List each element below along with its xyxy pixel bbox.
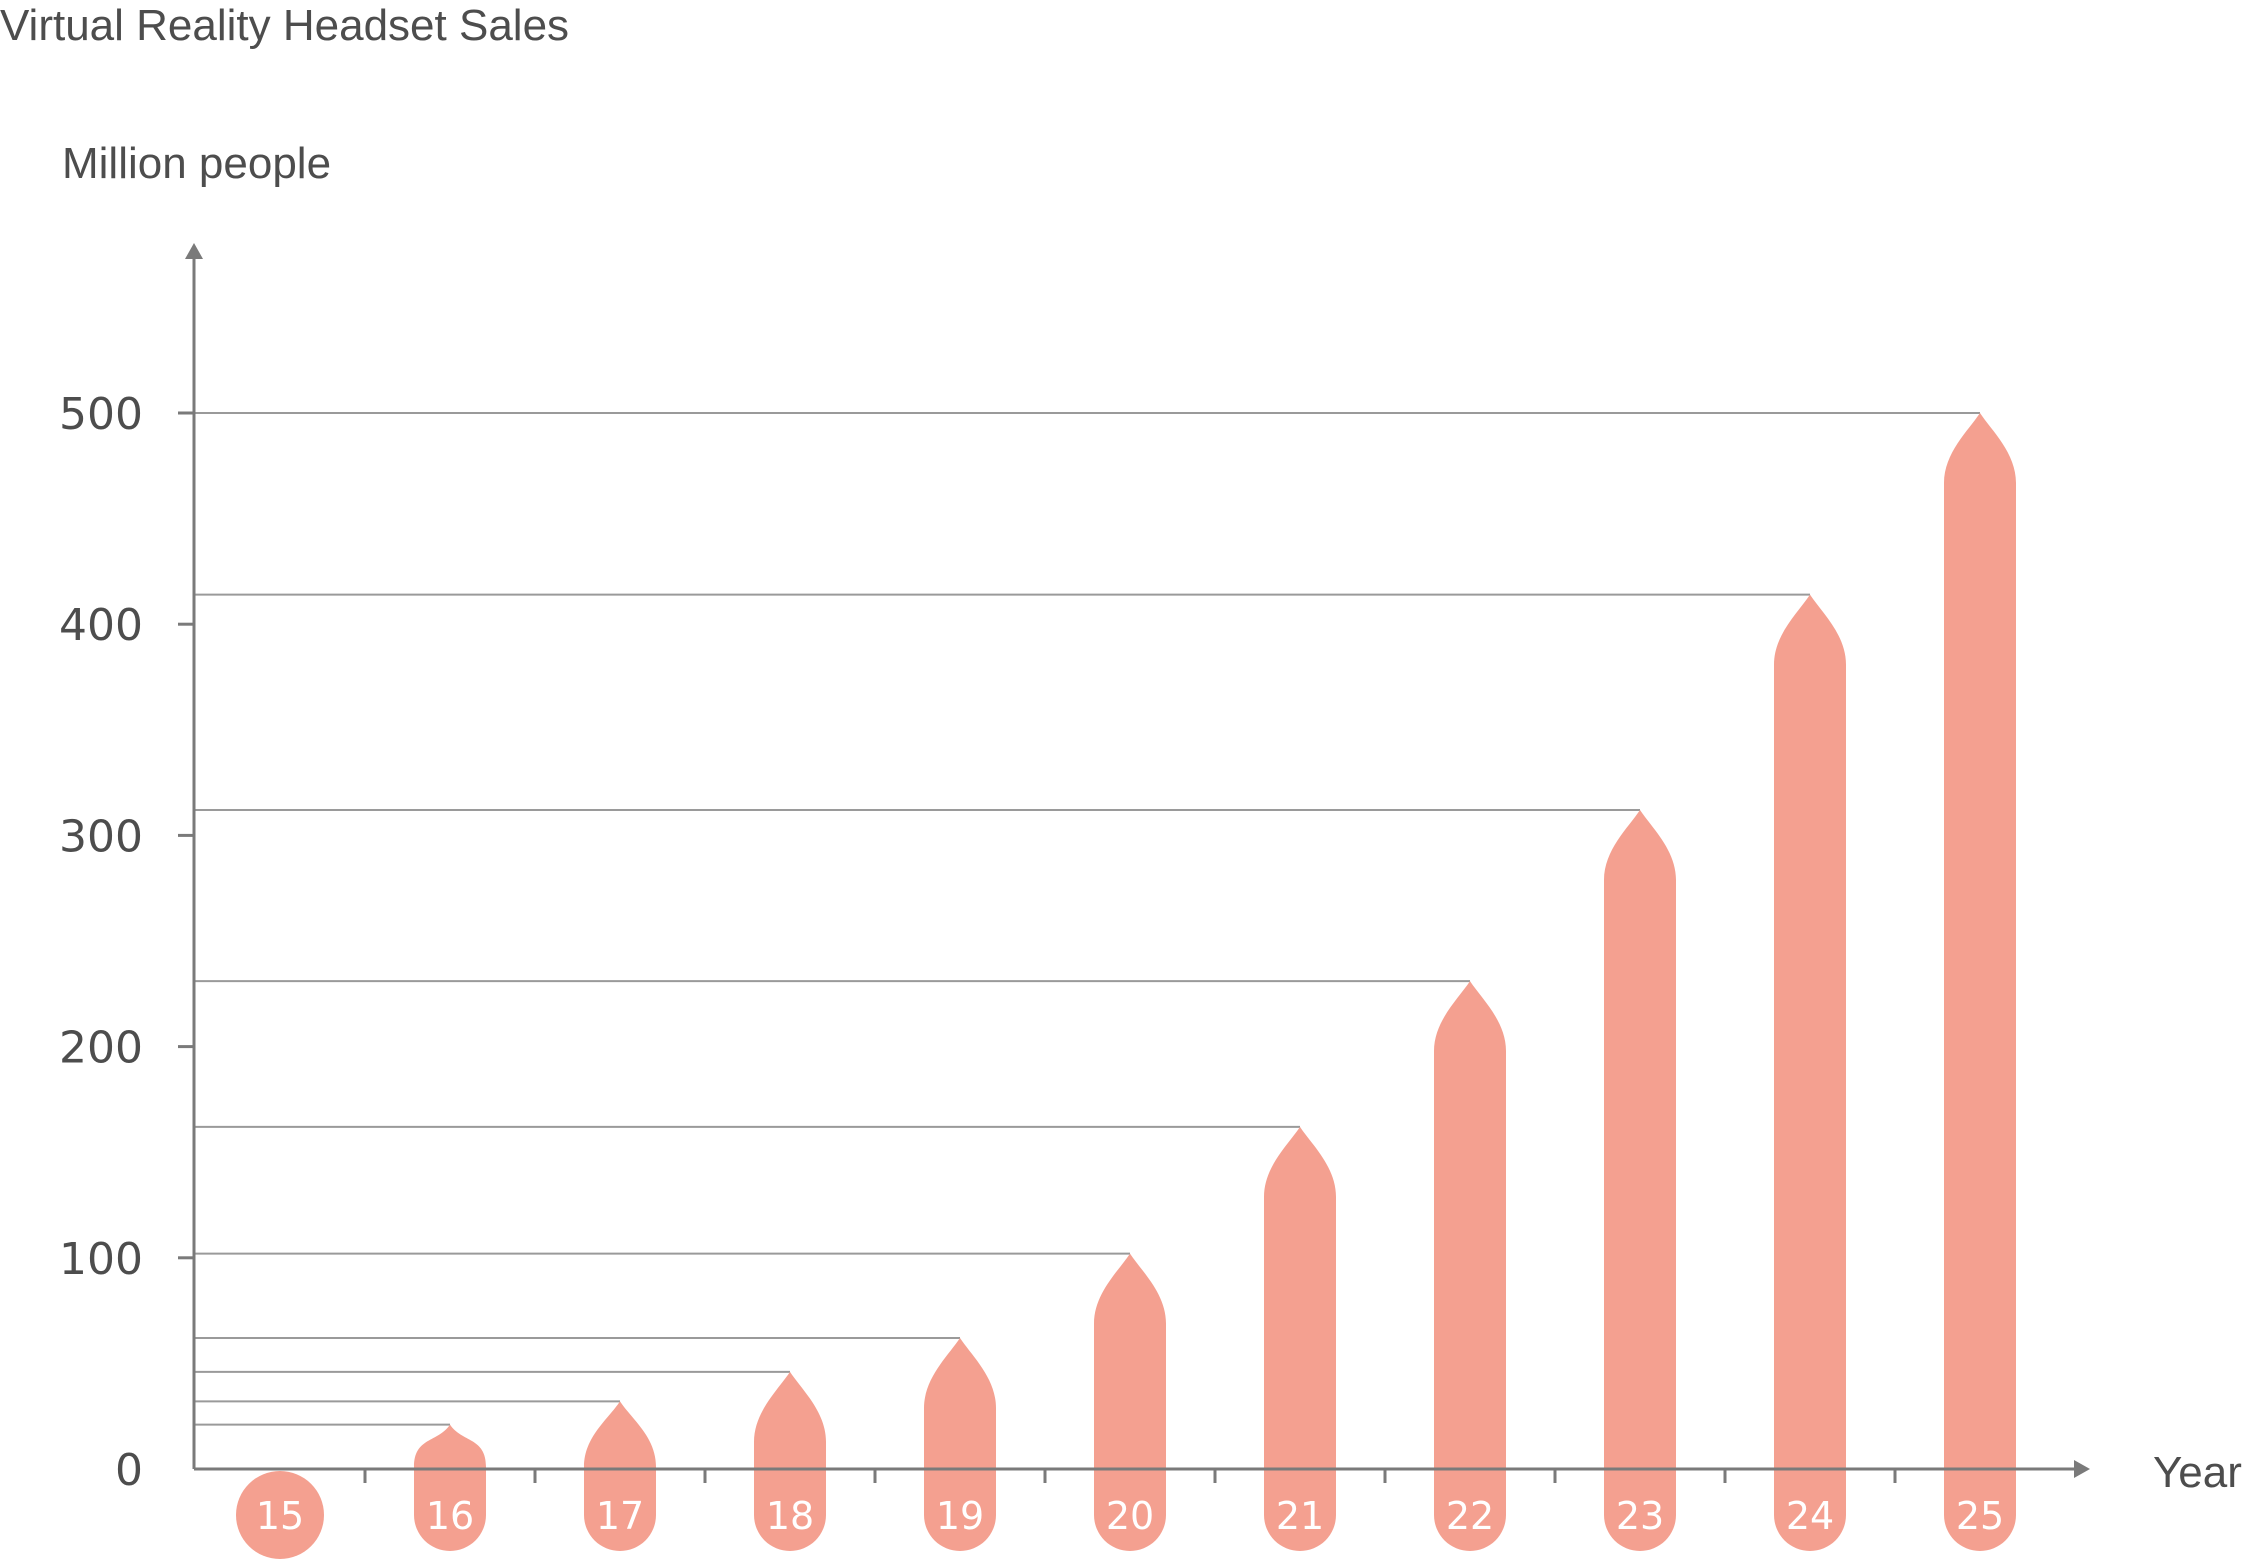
y-tick-label-300: 300 (59, 811, 143, 862)
chart-title: Virtual Reality Headset Sales (0, 1, 569, 50)
x-tick-label-18: 18 (766, 1494, 814, 1538)
y-ticks: 0 100 200 300 400 500 (59, 389, 194, 1496)
bar-20 (1094, 1253, 1166, 1551)
bar-19 (924, 1338, 996, 1551)
axes (185, 243, 2090, 1483)
x-tick-label-19: 19 (936, 1494, 984, 1538)
x-axis-arrow (2074, 1460, 2090, 1478)
bar-18 (754, 1371, 826, 1551)
x-tick-label-20: 20 (1106, 1494, 1154, 1538)
bar-24 (1774, 594, 1846, 1551)
bar-15 (236, 1471, 324, 1559)
x-tick-label-15: 15 (256, 1494, 304, 1538)
bar-17 (584, 1401, 656, 1551)
bars (236, 413, 2016, 1559)
x-tick-label-24: 24 (1786, 1494, 1834, 1538)
bar-25 (1944, 413, 2016, 1551)
x-tick-label-17: 17 (596, 1494, 644, 1538)
y-axis-arrow (185, 243, 203, 259)
y-tick-label-400: 400 (59, 600, 143, 651)
y-tick-label-200: 200 (59, 1023, 143, 1074)
bar-22 (1434, 981, 1506, 1551)
bar-16 (414, 1424, 486, 1551)
bar-21 (1264, 1126, 1336, 1551)
x-tick-label-23: 23 (1616, 1494, 1664, 1538)
y-tick-label-100: 100 (59, 1234, 143, 1285)
x-tick-label-22: 22 (1446, 1494, 1494, 1538)
y-tick-label-500: 500 (59, 389, 143, 440)
x-tick-label-21: 21 (1276, 1494, 1324, 1538)
x-tick-label-16: 16 (426, 1494, 474, 1538)
guide-lines (194, 412, 1980, 1426)
bar-23 (1604, 810, 1676, 1551)
y-axis-label: Million people (62, 139, 331, 188)
x-tick-label-25: 25 (1956, 1494, 2004, 1538)
y-tick-label-0: 0 (115, 1445, 143, 1496)
x-axis-label: Year (2153, 1448, 2242, 1497)
x-tick-labels: 15 16 17 18 19 20 21 22 23 24 25 (256, 1494, 2004, 1538)
